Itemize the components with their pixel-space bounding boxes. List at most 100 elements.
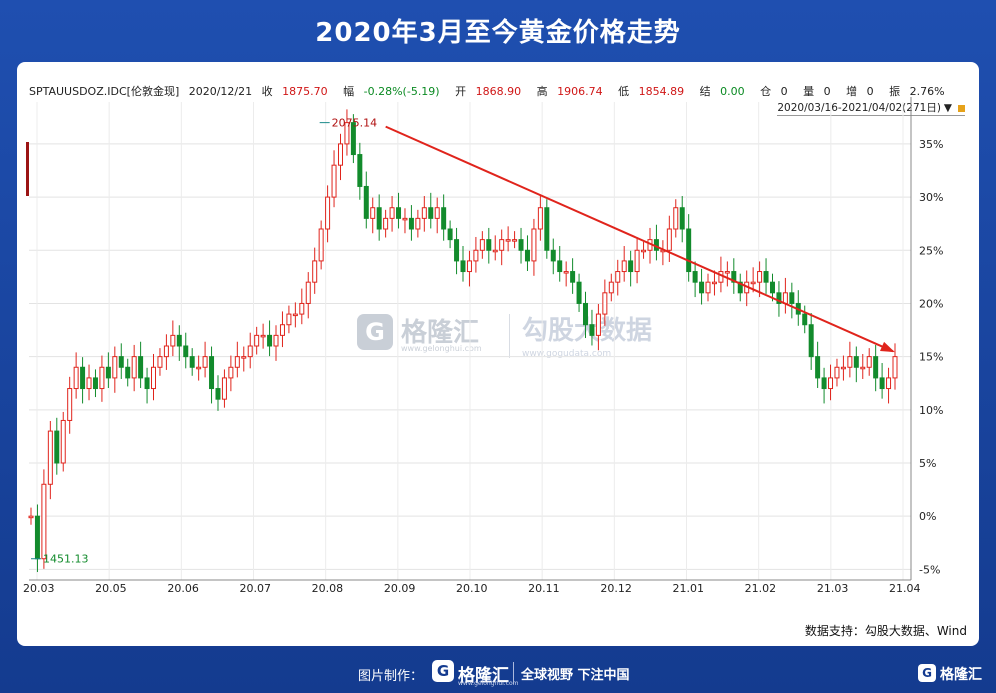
candle-body xyxy=(576,281,582,304)
symbol-label: SPTAUUSDOZ.IDC[伦敦金现] xyxy=(29,85,180,98)
x-tick-label: 20.09 xyxy=(384,582,416,595)
dropdown-triangle-icon[interactable]: ▼ xyxy=(943,102,952,114)
watermark-gelonghui: G 格隆汇 www.gelonghui.com xyxy=(357,310,497,366)
candle-body xyxy=(757,271,763,283)
watermark-left-url: www.gelonghui.com xyxy=(401,344,482,353)
candle-body xyxy=(718,271,724,283)
x-tick-label: 21.03 xyxy=(817,582,849,595)
x-tick-label: 21.02 xyxy=(745,582,777,595)
candle-body xyxy=(789,292,795,304)
oi-value: 0 xyxy=(780,85,788,98)
candle-body xyxy=(312,260,318,283)
y-tick-label: 5% xyxy=(919,457,936,470)
candle-body xyxy=(396,207,402,219)
candle-body xyxy=(679,207,685,230)
x-tick-label: 20.08 xyxy=(312,582,344,595)
change-field: 幅 -0.28%(-5.19) xyxy=(343,85,445,98)
candle-body xyxy=(118,356,124,368)
candle-body xyxy=(634,249,640,273)
candle-body xyxy=(602,292,608,315)
candle-body xyxy=(847,356,853,368)
candle-body xyxy=(840,366,846,370)
x-tick-label: 21.04 xyxy=(889,582,921,595)
y-tick-label: 20% xyxy=(919,297,943,310)
candle-body xyxy=(782,292,788,304)
watermark: G 格隆汇 www.gelonghui.com 勾股大数据 www.goguda… xyxy=(357,310,717,366)
inc-field: 增 0 xyxy=(846,85,880,98)
candle-body xyxy=(531,228,537,262)
candle-body xyxy=(189,356,195,368)
y-tick-label: 0% xyxy=(919,510,936,523)
candle-body xyxy=(441,207,447,230)
candle-body xyxy=(699,281,705,294)
candle-body xyxy=(447,228,453,241)
candle-body xyxy=(673,207,679,230)
corner-g-icon: G xyxy=(918,664,936,682)
candle-body xyxy=(821,377,827,390)
candle-body xyxy=(731,271,737,283)
candle-body xyxy=(454,239,460,262)
candle-body xyxy=(750,281,756,285)
watermark-divider xyxy=(509,314,510,358)
candle-body xyxy=(402,217,408,221)
date-range-selector[interactable]: 2020/03/16-2021/04/02(271日) ▼ xyxy=(777,100,965,116)
candle-body xyxy=(54,430,60,464)
candle-body xyxy=(705,281,711,294)
high-label: 高 xyxy=(536,85,548,98)
candle-body xyxy=(273,334,279,347)
quote-info-bar: SPTAUUSDOZ.IDC[伦敦金现] 2020/12/21 收 1875.7… xyxy=(29,83,957,99)
footer-logo-url: www.gelonghui.com xyxy=(458,680,519,687)
candle-body xyxy=(383,217,389,230)
candle-body xyxy=(492,249,498,253)
candle-body xyxy=(428,207,434,219)
y-tick-label: -5% xyxy=(919,563,940,576)
oi-label: 仓 xyxy=(760,85,772,98)
candle-body xyxy=(873,356,879,379)
footer-divider xyxy=(513,662,514,684)
candle-body xyxy=(209,356,215,390)
candle-body xyxy=(563,271,569,274)
candle-body xyxy=(886,377,892,390)
candle-body xyxy=(583,302,589,326)
footer: 图片制作： G 格隆汇 www.gelonghui.com 全球视野 下注中国 xyxy=(0,652,996,693)
open-value: 1868.90 xyxy=(475,85,522,98)
candle-body xyxy=(337,143,343,166)
candle-body xyxy=(776,292,782,304)
candle-body xyxy=(292,313,298,317)
settings-square-icon[interactable] xyxy=(958,104,965,112)
candle-body xyxy=(254,334,260,347)
settle-field: 结 0.00 xyxy=(700,85,751,98)
low-label: 低 xyxy=(618,85,630,98)
candle-body xyxy=(138,356,144,379)
candle-body xyxy=(234,356,240,368)
vol-label: 量 xyxy=(803,85,815,98)
candle-body xyxy=(666,228,672,251)
inc-value: 0 xyxy=(866,85,874,98)
candle-body xyxy=(550,249,556,262)
footer-g-icon: G xyxy=(432,660,454,682)
vol-value: 0 xyxy=(823,85,831,98)
candle-body xyxy=(131,356,137,379)
candle-body xyxy=(318,228,324,262)
candle-body xyxy=(802,313,808,326)
candle-body xyxy=(112,356,118,379)
candle-body xyxy=(892,356,898,379)
candle-body xyxy=(80,366,86,390)
high-value: 1906.74 xyxy=(557,85,603,98)
candle-body xyxy=(47,430,53,485)
candle-body xyxy=(769,281,775,294)
candle-body xyxy=(866,356,872,368)
candle-body xyxy=(247,345,253,358)
candle-body xyxy=(421,207,427,219)
candle-body xyxy=(267,334,273,347)
candle-body xyxy=(608,281,614,294)
candle-body xyxy=(537,207,543,230)
candle-body xyxy=(834,366,840,379)
candle-body xyxy=(505,239,511,242)
candle-body xyxy=(570,271,576,283)
open-field: 开 1868.90 xyxy=(455,85,527,98)
amp-label: 振 xyxy=(889,85,901,98)
y-tick-label: 30% xyxy=(919,191,943,204)
candle-body xyxy=(241,356,247,359)
y-tick-label: 10% xyxy=(919,404,943,417)
